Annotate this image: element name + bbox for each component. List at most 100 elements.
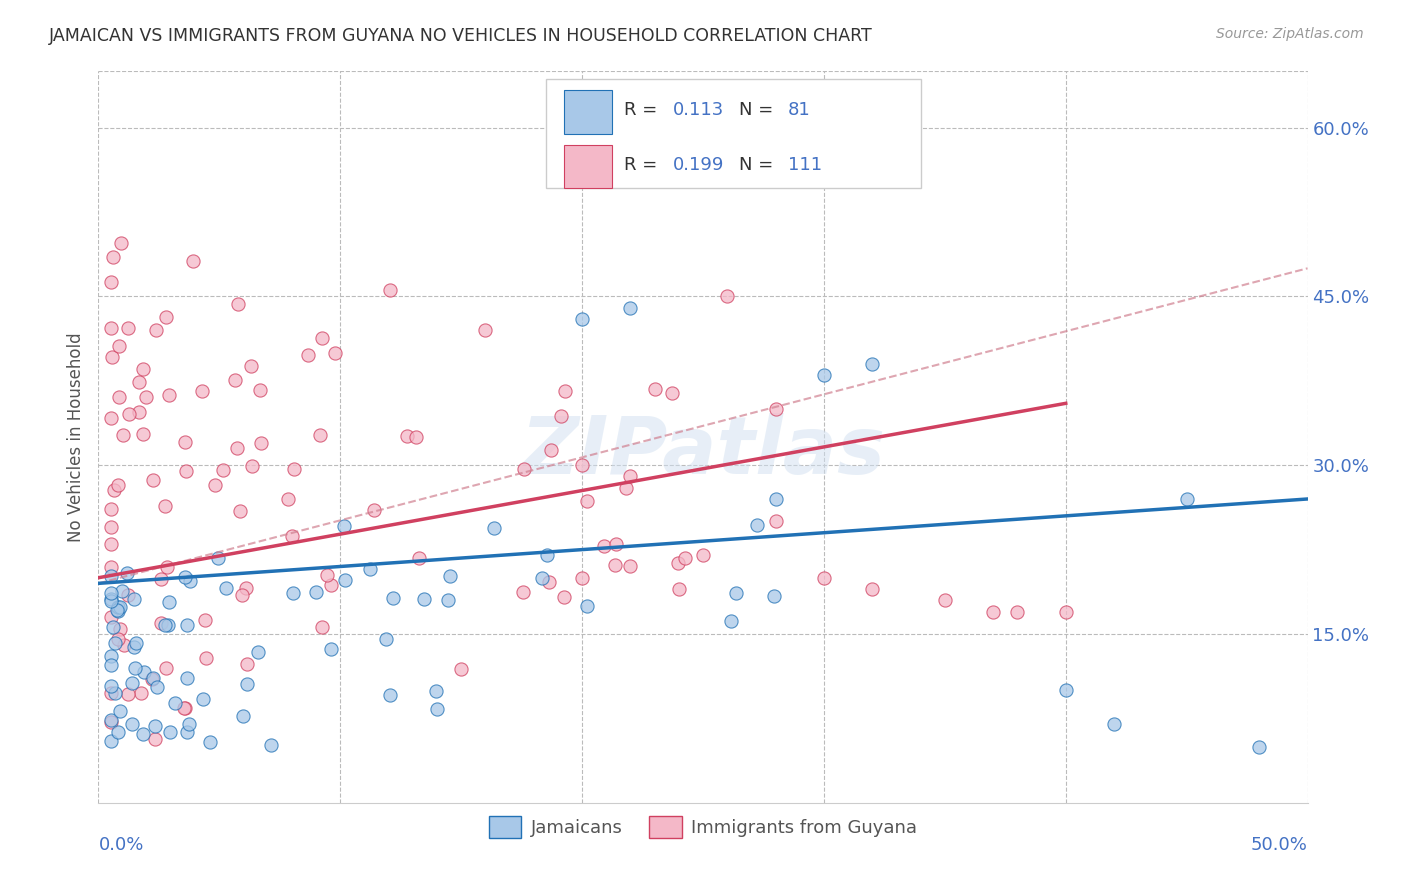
Point	[226, 296, 249, 310]
Point	[159, 595, 181, 609]
Point	[540, 442, 562, 457]
Point	[765, 491, 787, 506]
Point	[191, 384, 214, 398]
Point	[934, 593, 956, 607]
Point	[536, 548, 558, 562]
Point	[571, 312, 593, 326]
Point	[107, 478, 129, 492]
Point	[100, 411, 122, 425]
Point	[100, 713, 122, 727]
Point	[104, 636, 127, 650]
Point	[124, 661, 146, 675]
Point	[132, 426, 155, 441]
Point	[117, 588, 139, 602]
Point	[177, 716, 200, 731]
Point	[211, 463, 233, 477]
Point	[110, 583, 132, 598]
Point	[100, 680, 122, 694]
Point	[860, 357, 883, 371]
Point	[105, 603, 128, 617]
Point	[305, 585, 328, 599]
Point	[108, 704, 131, 718]
Point	[813, 571, 835, 585]
Point	[145, 323, 167, 337]
Point	[101, 620, 124, 634]
Text: 111: 111	[787, 156, 821, 174]
Legend: Jamaicans, Immigrants from Guyana: Jamaicans, Immigrants from Guyana	[482, 808, 924, 845]
Point	[332, 518, 354, 533]
Point	[571, 458, 593, 473]
Point	[107, 724, 129, 739]
Point	[426, 701, 449, 715]
Point	[1054, 683, 1077, 698]
Point	[813, 368, 835, 383]
Point	[425, 684, 447, 698]
Point	[309, 428, 332, 442]
Point	[108, 599, 131, 614]
Point	[141, 672, 163, 686]
Point	[142, 473, 165, 487]
Point	[100, 649, 122, 664]
Text: 0.0%: 0.0%	[98, 836, 143, 854]
Point	[110, 235, 132, 250]
Point	[619, 559, 641, 574]
Point	[100, 275, 122, 289]
Point	[235, 581, 257, 595]
Point	[236, 677, 259, 691]
Point	[100, 519, 122, 533]
Point	[720, 614, 742, 628]
Point	[103, 483, 125, 497]
Point	[181, 254, 204, 268]
Point	[179, 574, 201, 589]
Point	[512, 584, 534, 599]
Point	[554, 384, 576, 399]
Point	[745, 517, 768, 532]
Point	[101, 250, 124, 264]
Point	[107, 339, 129, 353]
Text: R =: R =	[624, 101, 664, 120]
Point	[194, 651, 217, 665]
Point	[100, 733, 122, 747]
Point	[576, 494, 599, 508]
Point	[125, 636, 148, 650]
Point	[439, 568, 461, 582]
Point	[1175, 491, 1198, 506]
Point	[359, 562, 381, 576]
Point	[146, 680, 169, 694]
Point	[605, 558, 627, 572]
Point	[396, 428, 419, 442]
Point	[176, 725, 198, 739]
Text: ZIPatlas: ZIPatlas	[520, 413, 886, 491]
Point	[100, 657, 122, 672]
Point	[157, 617, 180, 632]
Point	[661, 386, 683, 401]
Point	[380, 283, 402, 297]
Point	[315, 567, 337, 582]
Point	[163, 696, 186, 710]
Point	[100, 559, 122, 574]
Text: 0.113: 0.113	[672, 101, 724, 120]
Point	[121, 717, 143, 731]
FancyBboxPatch shape	[546, 78, 921, 188]
Point	[100, 501, 122, 516]
Point	[142, 671, 165, 685]
Point	[176, 671, 198, 685]
Point	[174, 464, 197, 478]
Point	[482, 521, 505, 535]
Point	[129, 686, 152, 700]
Point	[550, 409, 572, 424]
Point	[605, 537, 627, 551]
Point	[593, 539, 616, 553]
Point	[571, 571, 593, 585]
Point	[513, 462, 536, 476]
Point	[247, 645, 270, 659]
Text: 0.199: 0.199	[672, 156, 724, 174]
Point	[108, 622, 131, 636]
Point	[128, 375, 150, 389]
Point	[100, 537, 122, 551]
Text: R =: R =	[624, 156, 664, 174]
Point	[250, 436, 273, 450]
Point	[100, 591, 122, 606]
Point	[762, 589, 785, 603]
Point	[538, 574, 561, 589]
